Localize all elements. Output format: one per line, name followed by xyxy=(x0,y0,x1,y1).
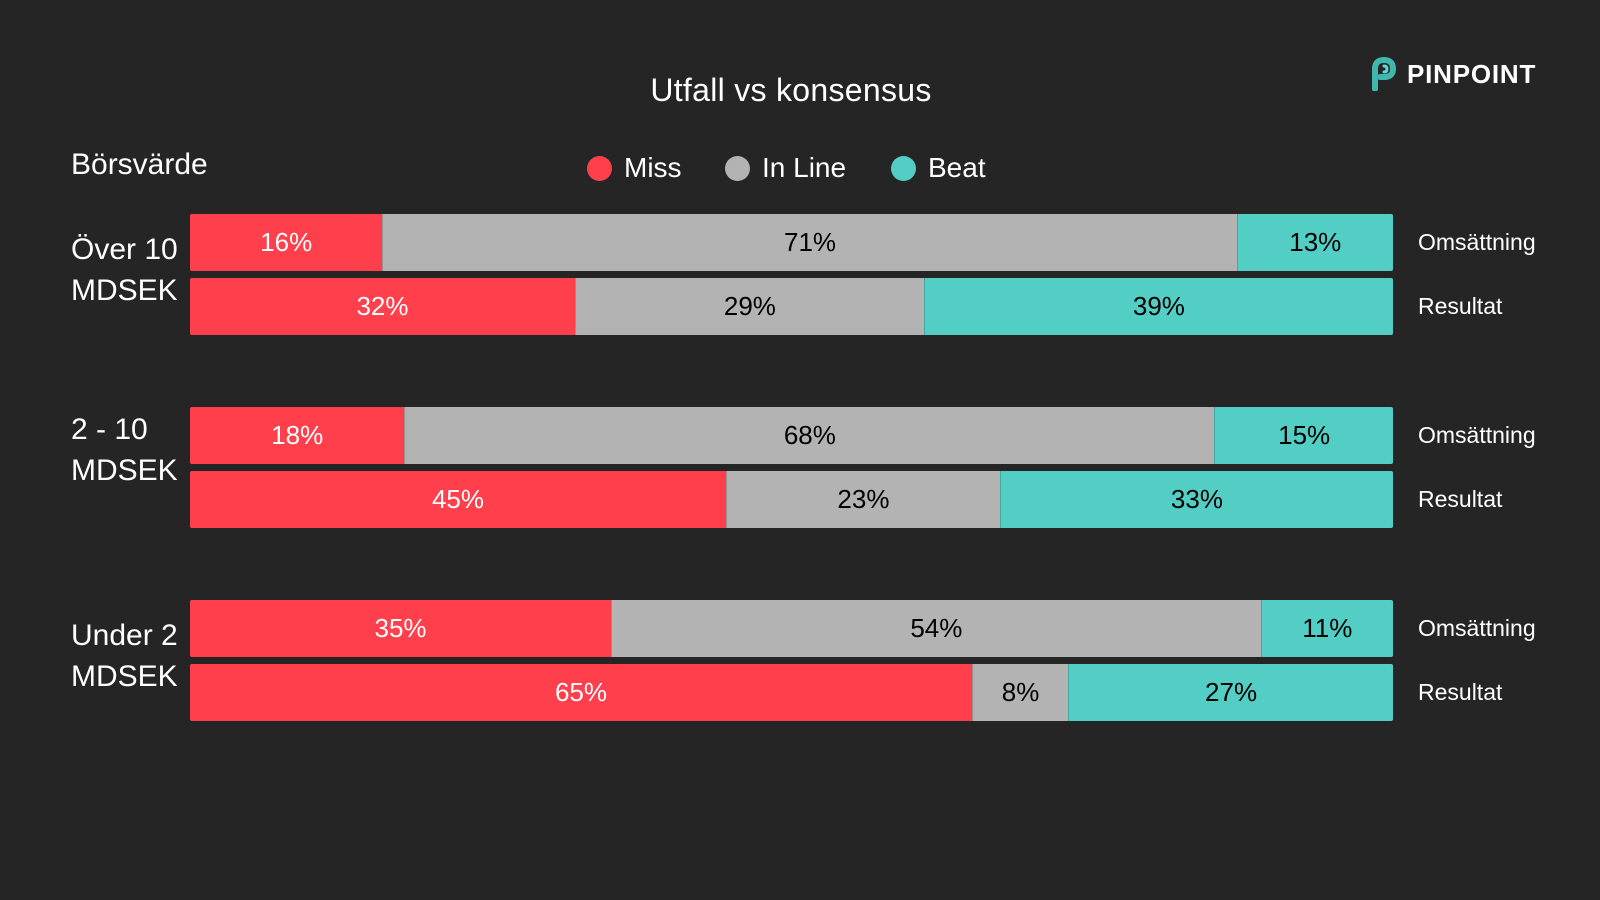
legend-swatch xyxy=(587,155,612,181)
bar-segment-beat: 39% xyxy=(923,278,1393,335)
group-label-line: 2 - 10 xyxy=(71,413,148,446)
bar-segment-beat: 11% xyxy=(1260,600,1393,657)
row-label: Resultat xyxy=(1418,679,1503,705)
legend-item-miss: Miss xyxy=(587,150,682,186)
bar-segment-beat: 27% xyxy=(1068,664,1393,721)
stacked-bar: 45% 23% 33% xyxy=(190,471,1393,528)
bar-segment-miss: 18% xyxy=(190,407,405,464)
bar-segment-miss: 35% xyxy=(190,600,612,657)
bar-segment-in-line: 23% xyxy=(725,471,1000,528)
brand-logo: PINPOINT xyxy=(1371,56,1536,92)
bar-segment-in-line: 8% xyxy=(971,664,1069,721)
row-label: Resultat xyxy=(1418,486,1503,512)
bar-segment-in-line: 68% xyxy=(404,407,1215,464)
stacked-bar: 18% 68% 15% xyxy=(190,407,1393,464)
group-label: Över 10 MDSEK xyxy=(71,229,178,311)
legend-item-in-line: In Line xyxy=(725,150,846,186)
group-axis-title: Börsvärde xyxy=(71,148,208,181)
chart-title: Utfall vs konsensus xyxy=(650,72,932,108)
row-label: Omsättning xyxy=(1418,615,1536,641)
bar-segment-in-line: 29% xyxy=(574,278,924,335)
bar-segment-in-line: 54% xyxy=(611,600,1261,657)
group-label: 2 - 10 MDSEK xyxy=(71,409,178,491)
group-label: Under 2 MDSEK xyxy=(71,615,178,697)
row-label: Omsättning xyxy=(1418,229,1536,255)
legend-label: Beat xyxy=(928,152,986,183)
bar-segment-beat: 15% xyxy=(1214,407,1393,464)
bar-segment-beat: 13% xyxy=(1236,214,1393,271)
row-label: Omsättning xyxy=(1418,422,1536,448)
bar-segment-miss: 45% xyxy=(190,471,726,528)
legend-swatch xyxy=(725,155,750,181)
bar-segment-in-line: 71% xyxy=(382,214,1237,271)
legend-label: Miss xyxy=(624,152,682,183)
bar-segment-miss: 32% xyxy=(190,278,575,335)
bar-segment-beat: 33% xyxy=(999,471,1393,528)
stacked-bar: 32% 29% 39% xyxy=(190,278,1393,335)
legend-item-beat: Beat xyxy=(891,150,986,186)
group-label-line: MDSEK xyxy=(71,274,178,307)
legend-label: In Line xyxy=(762,152,847,183)
group-label-line: MDSEK xyxy=(71,660,178,693)
bar-segment-miss: 65% xyxy=(190,664,972,721)
stacked-bar: 65% 8% 27% xyxy=(190,664,1393,721)
pinpoint-p-logo-icon xyxy=(1372,57,1397,91)
group-label-line: Över 10 xyxy=(71,233,178,266)
bar-segment-miss: 16% xyxy=(190,214,383,271)
legend-swatch xyxy=(891,155,916,181)
group-label-line: MDSEK xyxy=(71,454,178,487)
stacked-bar: 35% 54% 11% xyxy=(190,600,1393,657)
group-label-line: Under 2 xyxy=(71,619,178,652)
brand-name: PINPOINT xyxy=(1407,58,1537,89)
row-label: Resultat xyxy=(1418,293,1503,319)
stacked-bar: 16% 71% 13% xyxy=(190,214,1393,271)
